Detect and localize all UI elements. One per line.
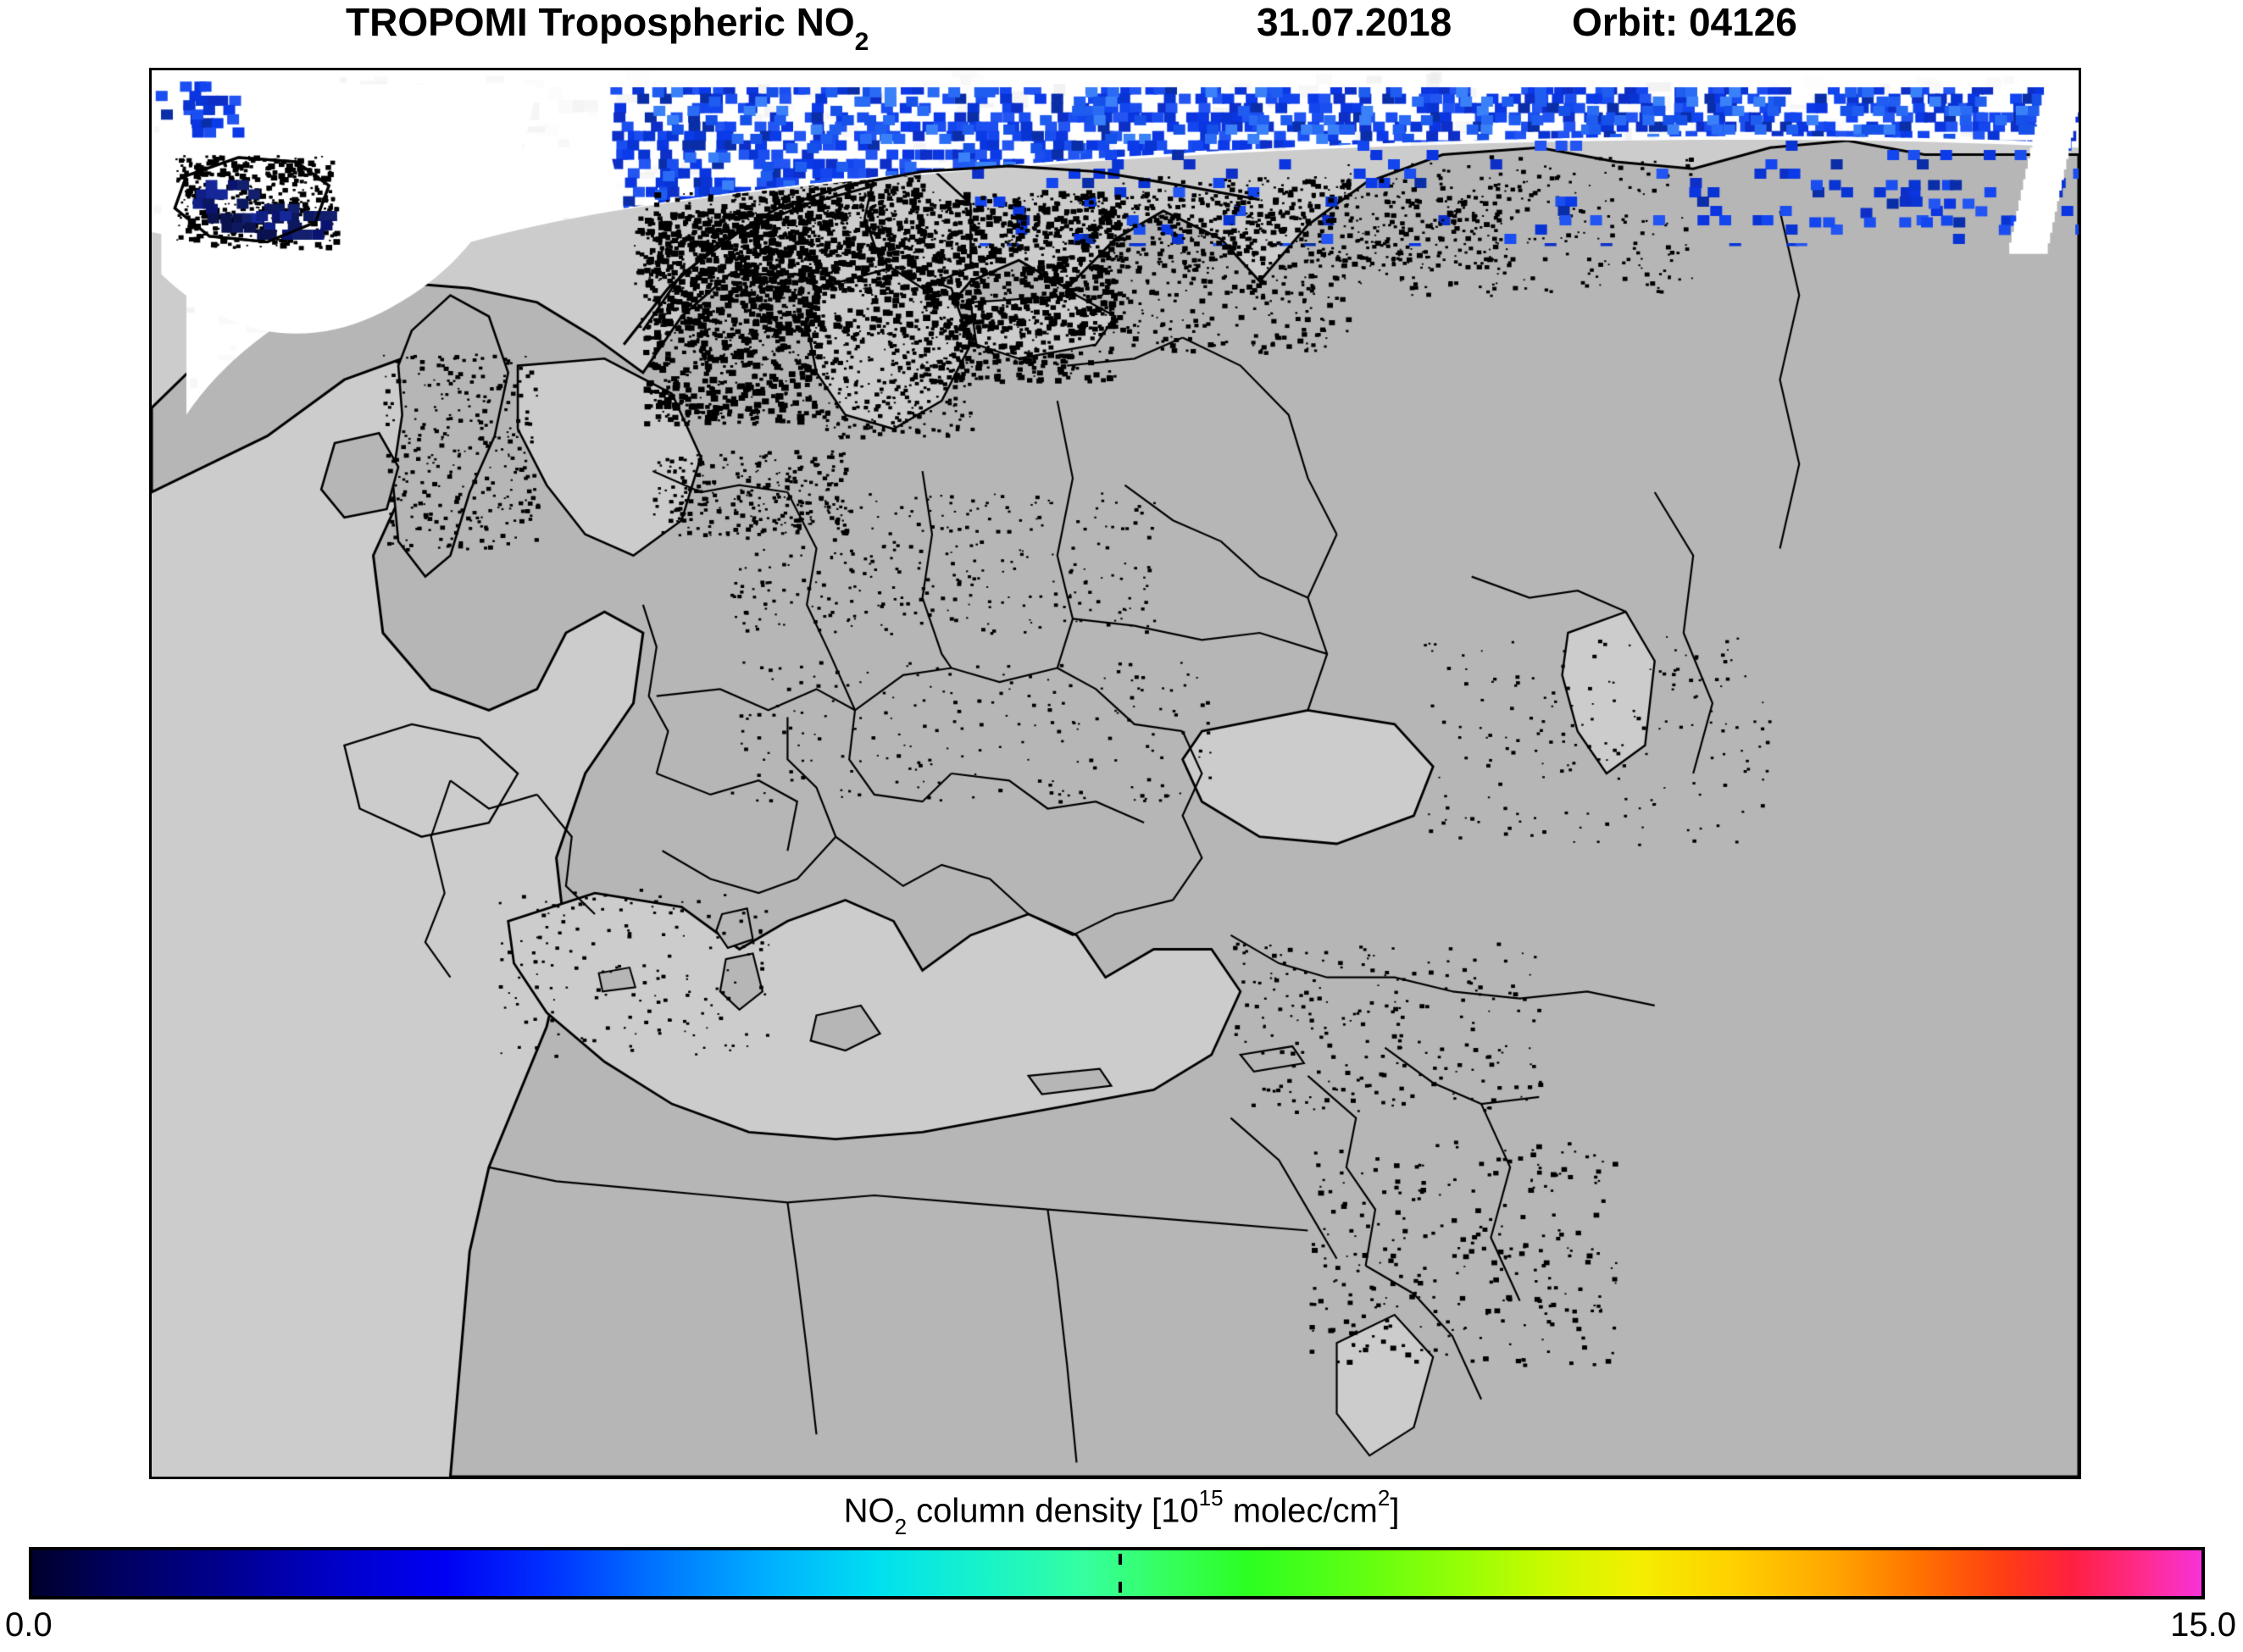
colorbar[interactable] — [29, 1547, 2205, 1599]
no2-map-canvas[interactable] — [152, 70, 2079, 1477]
title-text: TROPOMI Tropospheric NO — [346, 0, 855, 44]
colorbar-label-superscript2: 2 — [1378, 1485, 1390, 1511]
colorbar-label-text3: molec/cm — [1224, 1492, 1378, 1529]
colorbar-tick-mid-top — [1119, 1554, 1122, 1565]
title-subscript: 2 — [855, 28, 869, 56]
colorbar-label-text: NO — [844, 1492, 895, 1529]
colorbar-label-superscript: 15 — [1199, 1485, 1224, 1511]
page-title: TROPOMI Tropospheric NO2 — [346, 2, 869, 57]
acquisition-date: 31.07.2018 — [1257, 2, 1452, 42]
colorbar-label-text4: ] — [1390, 1492, 1399, 1529]
colorbar-min-label: 0.0 — [5, 1606, 53, 1644]
colorbar-label-text2: column density [10 — [907, 1492, 1199, 1529]
colorbar-gradient[interactable] — [29, 1547, 2205, 1599]
colorbar-tick-mid-bottom — [1119, 1582, 1122, 1593]
orbit-number: Orbit: 04126 — [1572, 2, 1797, 42]
colorbar-max-label: 15.0 — [2170, 1606, 2236, 1644]
map-panel[interactable] — [149, 68, 2081, 1479]
colorbar-axis-label: NO2 column density [1015 molec/cm2] — [0, 1489, 2243, 1535]
figure-header: TROPOMI Tropospheric NO2 31.07.2018 Orbi… — [0, 0, 2243, 53]
colorbar-label-subscript: 2 — [895, 1514, 907, 1539]
